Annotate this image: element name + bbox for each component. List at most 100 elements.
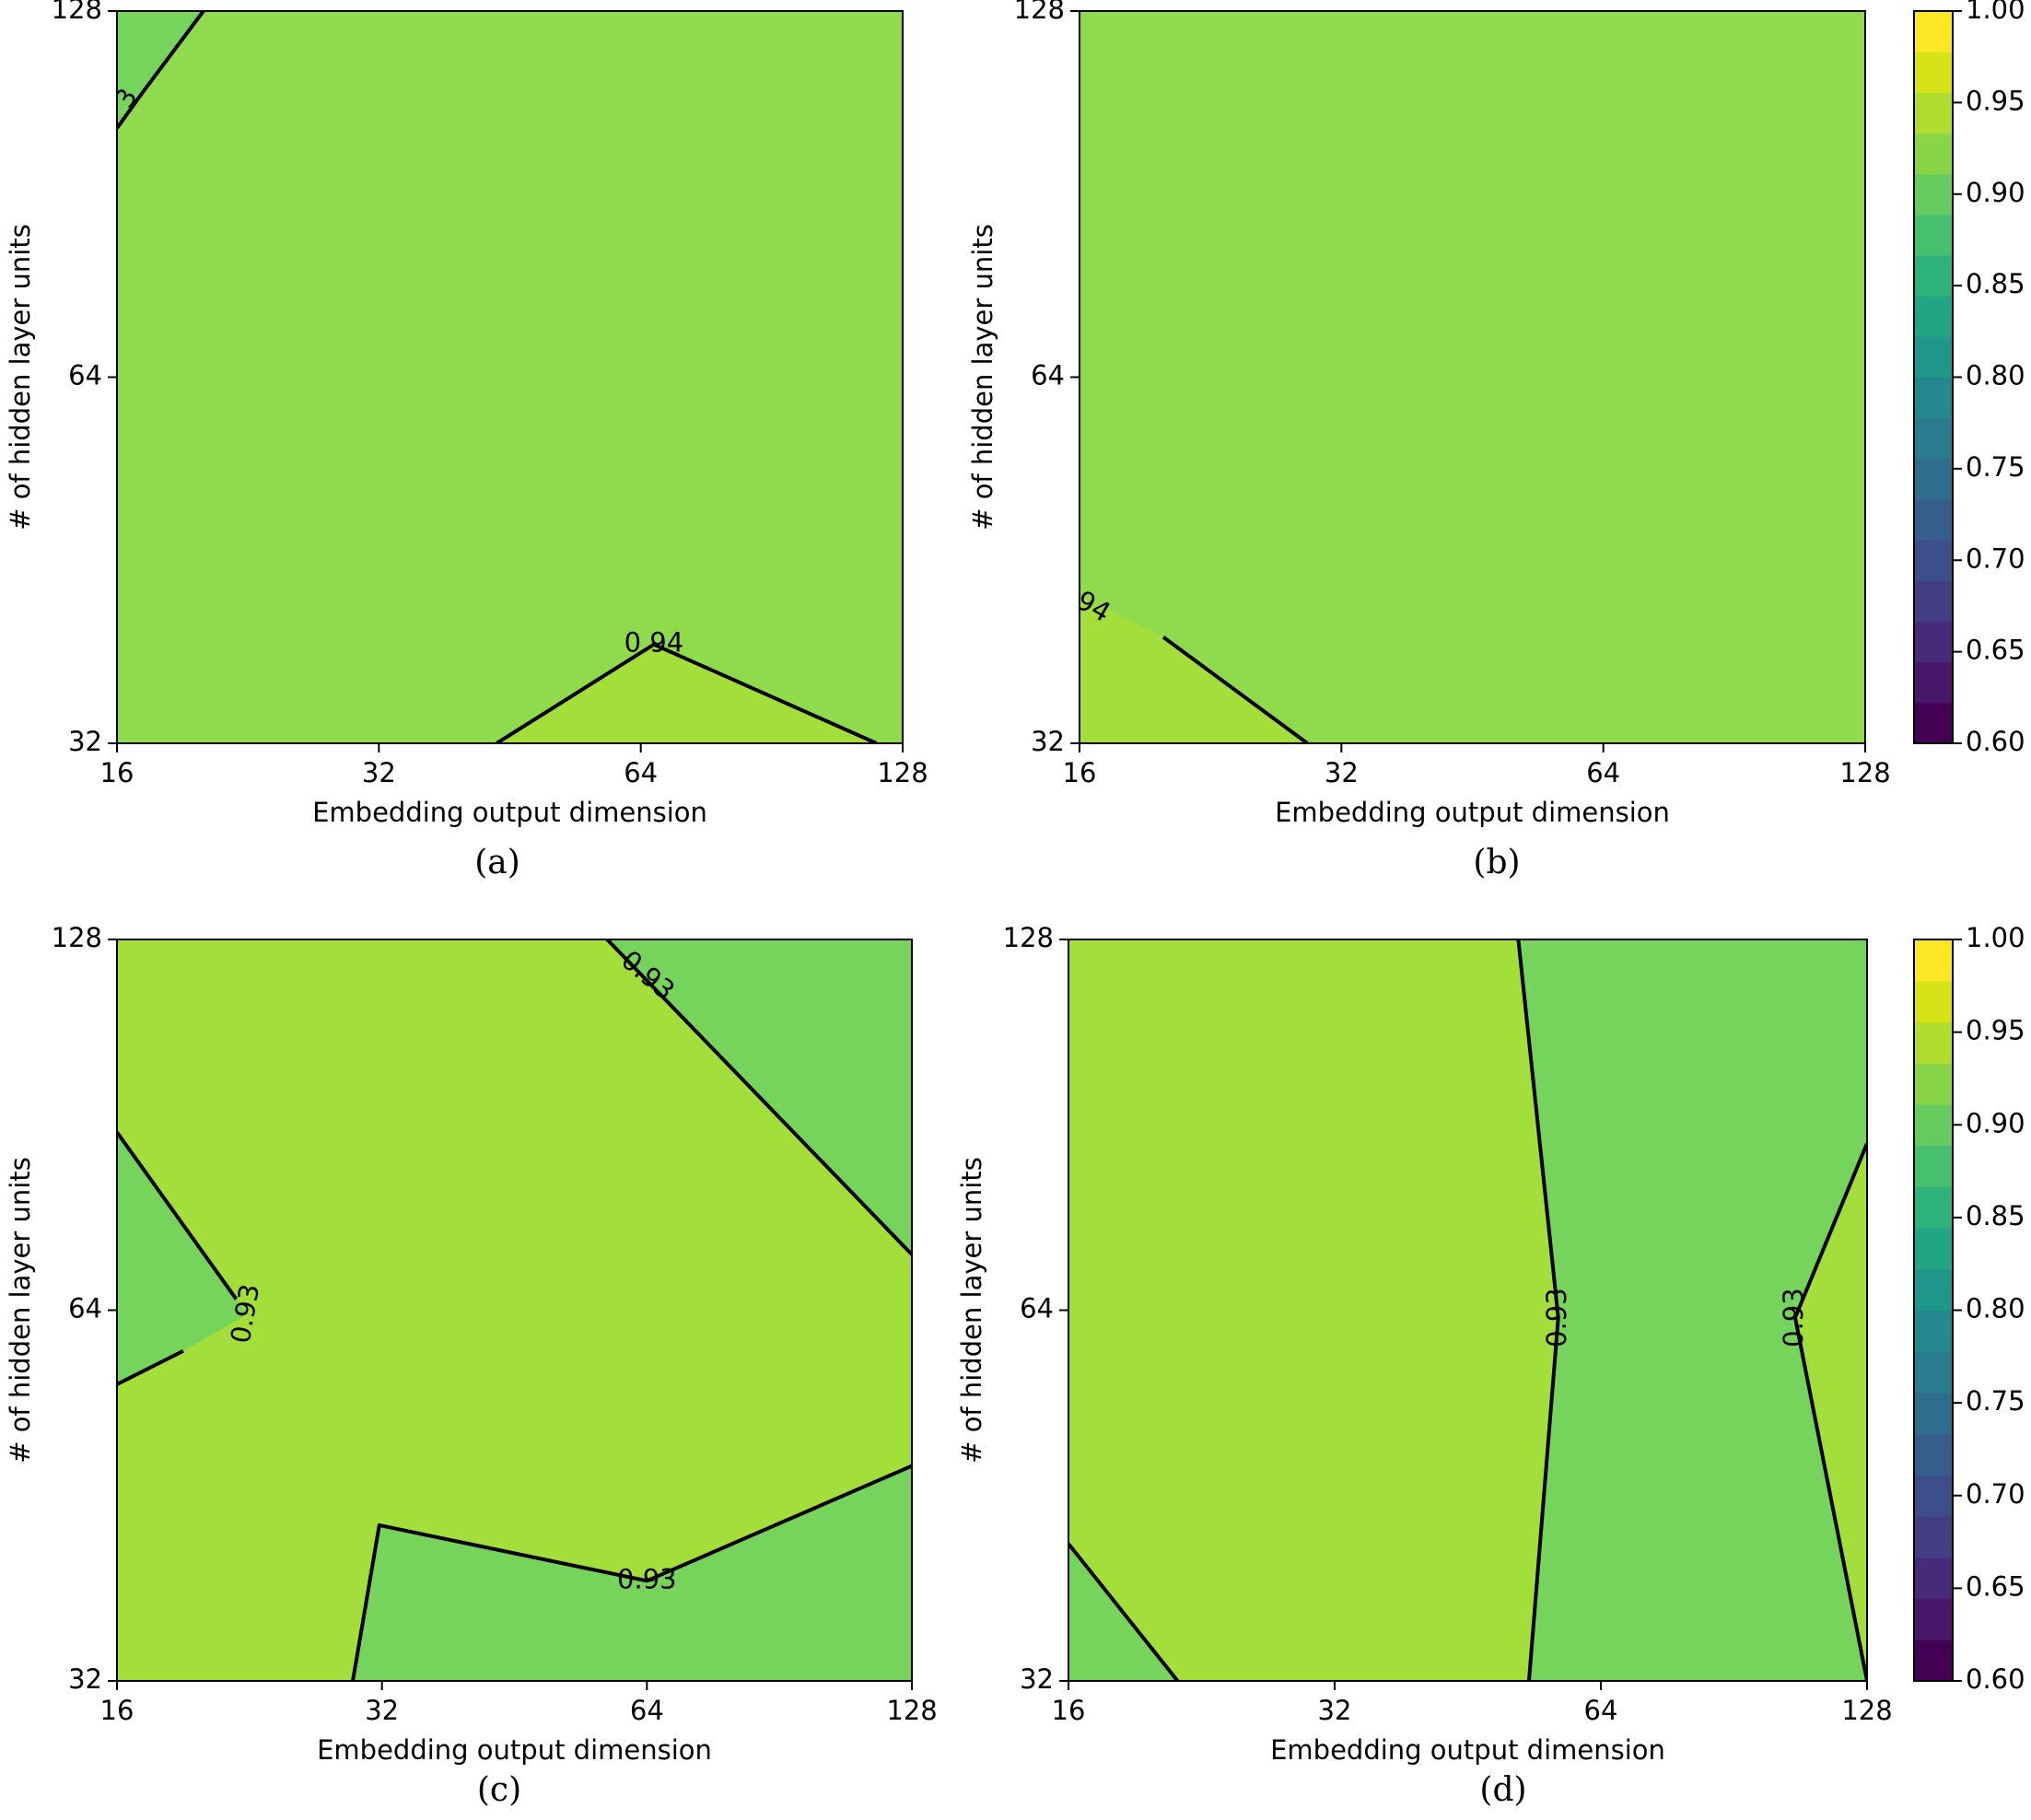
- colorbar-band-0-12: [1914, 214, 1953, 256]
- colorbar-tick-label-0-0: 0.60: [1966, 726, 2025, 757]
- contour-label-a-0: 0.94: [624, 627, 684, 659]
- colorbar-band-1-17: [1914, 939, 1953, 982]
- contour-label-d-1: 0.93: [1778, 1288, 1809, 1348]
- colorbar-band-0-13: [1914, 173, 1953, 216]
- y-tick-label-b-2: 128: [1014, 0, 1065, 25]
- plot-area-b: 94: [1080, 11, 1865, 743]
- colorbar-tick-label-1-3: 0.75: [1966, 1385, 2025, 1417]
- colorbars: 0.60 0.65 0.70 0.75 0.80 0.85 0.90 0.95 1.00 0.60…: [1913, 0, 2025, 1695]
- colorbar-tick-label-1-2: 0.70: [1966, 1478, 2025, 1510]
- colorbar-band-1-0: [1914, 1639, 1953, 1682]
- y-axis-label-b: # of hidden layer units: [967, 224, 998, 531]
- x-tick-label-d-3: 128: [1841, 1695, 1892, 1726]
- colorbar-tick-label-1-8: 1.00: [1966, 922, 2025, 953]
- contour-line-a-0: [117, 11, 205, 130]
- contour-line-b-0: [1161, 636, 1309, 743]
- x-axis-label-d: Embedding output dimension: [1270, 1734, 1665, 1766]
- colorbar-tick-label-0-6: 0.90: [1966, 177, 2025, 208]
- y-tick-label-c-1: 64: [68, 1293, 102, 1324]
- x-tick-label-a-2: 64: [624, 757, 658, 788]
- contour-line-c-0: [351, 1464, 912, 1681]
- colorbar-band-1-15: [1914, 1021, 1953, 1064]
- y-tick-label-a-2: 128: [52, 0, 102, 25]
- colorbar-band-0-6: [1914, 458, 1953, 500]
- x-tick-label-a-0: 16: [100, 757, 134, 788]
- colorbar-band-0-16: [1914, 52, 1953, 93]
- colorbar-band-0-11: [1914, 255, 1953, 297]
- colorbar-tick-label-0-3: 0.75: [1966, 451, 2025, 483]
- colorbar-band-1-12: [1914, 1145, 1953, 1187]
- x-tick-label-a-3: 128: [877, 757, 928, 788]
- contour-line-c-2: [117, 1131, 239, 1301]
- colorbar-tick-label-0-2: 0.70: [1966, 542, 2025, 574]
- colorbar-band-0-10: [1914, 296, 1953, 337]
- x-tick-label-d-2: 64: [1584, 1695, 1618, 1726]
- y-tick-label-c-2: 128: [52, 922, 102, 953]
- colorbar-band-1-7: [1914, 1351, 1953, 1394]
- y-tick-label-a-1: 64: [68, 360, 102, 391]
- x-tick-label-c-0: 16: [100, 1695, 134, 1726]
- colorbar-band-1-9: [1914, 1268, 1953, 1312]
- y-tick-label-b-1: 64: [1031, 360, 1065, 391]
- captions: (a) (b) (c) (d): [474, 844, 1526, 1809]
- colorbar-band-0-8: [1914, 377, 1953, 419]
- contour-line-d-2: [1068, 1542, 1180, 1681]
- colorbar-band-0-7: [1914, 417, 1953, 460]
- colorbar-band-1-5: [1914, 1433, 1953, 1476]
- y-tick-label-d-2: 128: [1003, 922, 1054, 953]
- x-axis-label-c: Embedding output dimension: [317, 1734, 712, 1766]
- colorbar-tick-label-0-7: 0.95: [1966, 85, 2025, 116]
- colorbar-tick-label-1-5: 0.85: [1966, 1200, 2025, 1231]
- colorbar-band-0-3: [1914, 580, 1953, 623]
- y-axis-label-a: # of hidden layer units: [5, 224, 36, 531]
- colorbar-band-1-14: [1914, 1063, 1953, 1105]
- y-axis-label-d: # of hidden layer units: [956, 1157, 987, 1464]
- colorbar-tick-label-1-4: 0.80: [1966, 1293, 2025, 1324]
- plot-area-c: 0.930.930.93: [117, 939, 912, 1681]
- contour-label-c-0: 0.93: [617, 1563, 677, 1594]
- colorbar-tick-label-1-0: 0.60: [1966, 1663, 2025, 1695]
- caption-b: (b): [1473, 844, 1520, 881]
- x-axis-label-b: Embedding output dimension: [1275, 797, 1670, 828]
- x-tick-label-b-2: 64: [1586, 757, 1620, 788]
- colorbar-band-0-4: [1914, 540, 1953, 581]
- colorbar-band-0-14: [1914, 133, 1953, 175]
- x-tick-label-b-3: 128: [1839, 757, 1890, 788]
- colorbar-band-0-0: [1914, 702, 1953, 744]
- colorbar-tick-label-1-7: 0.95: [1966, 1015, 2025, 1046]
- y-tick-label-c-0: 32: [68, 1663, 102, 1695]
- contour-line-a-1: [496, 642, 878, 743]
- colorbar-tick-label-1-1: 0.65: [1966, 1570, 2025, 1602]
- contour-region-c-0: [117, 939, 912, 1681]
- x-tick-label-c-1: 32: [365, 1695, 399, 1726]
- contour-label-d-0: 0.93: [1541, 1288, 1572, 1348]
- colorbar-band-0-9: [1914, 336, 1953, 379]
- colorbar-band-0-5: [1914, 499, 1953, 541]
- colorbar-band-1-8: [1914, 1310, 1953, 1352]
- colorbar-band-0-17: [1914, 11, 1953, 52]
- contour-line-c-3: [117, 1348, 184, 1386]
- contour-line-c-1: [605, 939, 912, 1256]
- contour-region-a-0: [117, 11, 903, 743]
- colorbar-tick-label-0-4: 0.80: [1966, 360, 2025, 391]
- contour-line-d-1: [1792, 1142, 1867, 1681]
- y-tick-label-d-0: 32: [1020, 1663, 1054, 1695]
- y-tick-label-d-1: 64: [1020, 1293, 1054, 1324]
- y-axis-label-c: # of hidden layer units: [5, 1157, 36, 1464]
- contour-line-d-0: [1516, 939, 1560, 1681]
- x-tick-label-b-0: 16: [1063, 757, 1097, 788]
- colorbar-band-0-2: [1914, 621, 1953, 663]
- colorbar-band-0-15: [1914, 92, 1953, 134]
- x-tick-label-c-3: 128: [886, 1695, 937, 1726]
- plot-area-d: 0.93 0.93: [1068, 939, 1867, 1681]
- colorbar-band-1-13: [1914, 1103, 1953, 1147]
- colorbar-band-1-10: [1914, 1228, 1953, 1270]
- colorbar-tick-label-0-1: 0.65: [1966, 635, 2025, 666]
- x-tick-label-a-1: 32: [362, 757, 396, 788]
